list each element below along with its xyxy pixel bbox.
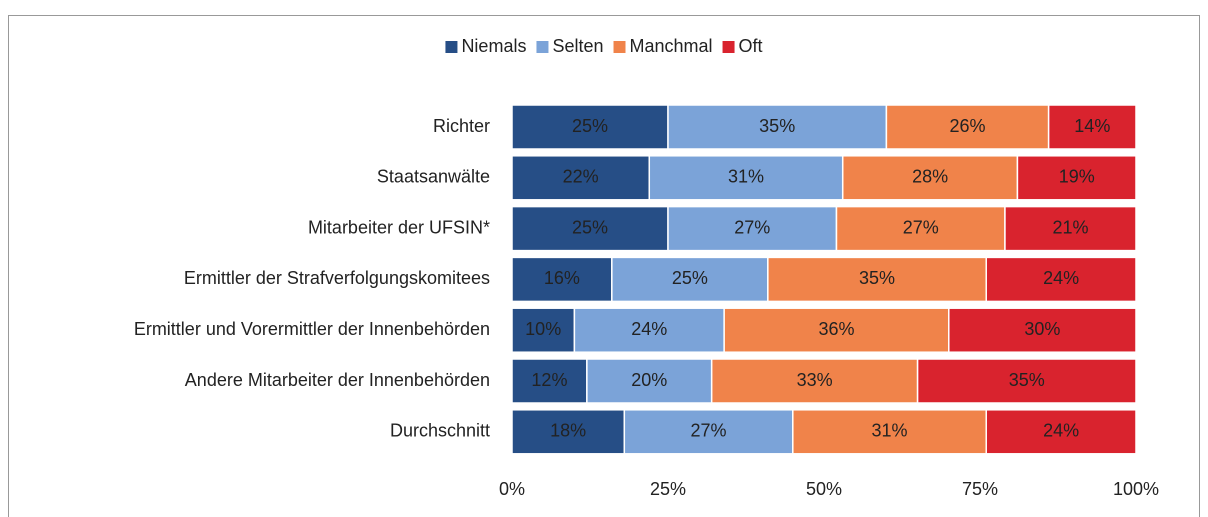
legend-label: Manchmal bbox=[630, 36, 713, 56]
bar-segment bbox=[723, 307, 950, 353]
value-label: 35% bbox=[759, 116, 795, 136]
frame bbox=[8, 15, 1200, 517]
value-label: 27% bbox=[691, 421, 727, 441]
legend-swatch bbox=[722, 41, 735, 53]
x-tick-label: 100% bbox=[1113, 479, 1159, 499]
value-label: 22% bbox=[563, 167, 599, 187]
value-label: 21% bbox=[1052, 217, 1088, 237]
value-label: 10% bbox=[525, 319, 561, 339]
y-tick-label: Staatsanwälte bbox=[377, 167, 490, 187]
bar-segment bbox=[667, 205, 838, 252]
bar-segment bbox=[985, 256, 1137, 303]
value-label: 27% bbox=[734, 217, 770, 237]
value-label: 36% bbox=[818, 319, 854, 339]
bar-segment bbox=[667, 104, 888, 150]
legend-label: Oft bbox=[739, 36, 763, 56]
bar-segment bbox=[511, 205, 669, 252]
bar-segment bbox=[1004, 205, 1137, 252]
value-label: 24% bbox=[1043, 268, 1079, 288]
value-label: 28% bbox=[912, 167, 948, 187]
bar-segment bbox=[1016, 155, 1137, 201]
value-label: 31% bbox=[872, 421, 908, 441]
value-label: 24% bbox=[1043, 421, 1079, 441]
legend-swatch bbox=[445, 41, 458, 53]
value-label: 16% bbox=[544, 268, 580, 288]
x-tick-label: 0% bbox=[499, 479, 525, 499]
x-tick-label: 75% bbox=[962, 479, 998, 499]
y-tick-label: Mitarbeiter der UFSIN* bbox=[308, 217, 490, 237]
value-label: 27% bbox=[903, 217, 939, 237]
bar-segment bbox=[648, 155, 844, 201]
bar-segment bbox=[767, 256, 987, 303]
bar-segment bbox=[573, 307, 725, 353]
y-tick-label: Ermittler und Vorermittler der Innenbehö… bbox=[134, 319, 490, 339]
value-label: 33% bbox=[797, 370, 833, 390]
bar-segment bbox=[611, 256, 769, 303]
value-label: 18% bbox=[550, 421, 586, 441]
y-tick-label: Andere Mitarbeiter der Innenbehörden bbox=[185, 370, 490, 390]
bar-segment bbox=[511, 256, 613, 303]
bar-segment bbox=[710, 358, 919, 404]
value-label: 26% bbox=[950, 116, 986, 136]
value-label: 19% bbox=[1059, 167, 1095, 187]
bar-segment bbox=[623, 409, 794, 455]
bar-segment bbox=[916, 358, 1137, 404]
value-label: 14% bbox=[1074, 116, 1110, 136]
bar-segment bbox=[985, 409, 1137, 455]
value-label: 12% bbox=[531, 370, 567, 390]
bar-segment bbox=[511, 358, 588, 404]
legend-swatch bbox=[536, 41, 549, 53]
value-label: 31% bbox=[728, 167, 764, 187]
y-tick-label: Ermittler der Strafverfolgungskomitees bbox=[184, 268, 490, 288]
value-label: 25% bbox=[572, 116, 608, 136]
legend-label: Selten bbox=[552, 36, 603, 56]
value-label: 20% bbox=[631, 370, 667, 390]
value-label: 25% bbox=[672, 268, 708, 288]
x-tick-label: 50% bbox=[806, 479, 842, 499]
bar-segment bbox=[792, 409, 987, 455]
y-tick-label: Durchschnitt bbox=[390, 421, 490, 441]
bar-segment bbox=[1047, 104, 1137, 150]
value-label: 30% bbox=[1024, 319, 1060, 339]
x-tick-label: 25% bbox=[650, 479, 686, 499]
bar-segment bbox=[835, 205, 1006, 252]
y-tick-label: Richter bbox=[433, 116, 490, 136]
value-label: 25% bbox=[572, 217, 608, 237]
bar-segment bbox=[511, 307, 576, 353]
legend-label: Niemals bbox=[461, 36, 526, 56]
bar-segment bbox=[885, 104, 1050, 150]
value-label: 35% bbox=[859, 268, 895, 288]
legend-swatch bbox=[613, 41, 626, 53]
bar-segment bbox=[948, 307, 1137, 353]
value-label: 24% bbox=[631, 319, 667, 339]
value-label: 35% bbox=[1009, 370, 1045, 390]
